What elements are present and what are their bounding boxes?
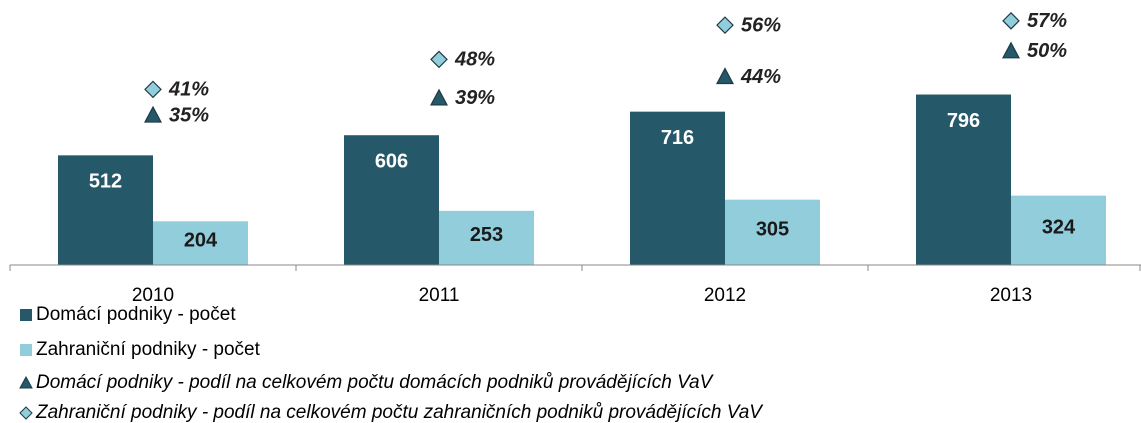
marker [430,50,448,69]
data-label: 39% [455,87,495,109]
marker [716,67,734,85]
data-label: 44% [740,66,781,88]
data-label: 48% [454,49,495,71]
bar [916,94,1011,265]
x-tick-label: 2012 [704,285,746,306]
x-tick-label: 2013 [990,285,1032,306]
data-label: 512 [89,171,122,193]
bar [58,155,153,265]
data-label: 57% [1027,10,1067,32]
marker [144,80,162,99]
data-label: 606 [375,150,408,172]
marker [716,16,734,34]
data-label: 50% [1027,40,1067,62]
bar [153,221,248,265]
marker [1002,41,1020,59]
data-label: 35% [169,104,209,126]
bar [344,135,439,265]
bar [630,111,725,265]
marker [1002,12,1020,30]
legend-label: Domácí podniky - počet [36,304,236,325]
legend-label: Domácí podniky - podíl na celkovém počtu… [36,372,715,393]
legend-label: Zahraniční podniky - počet [36,339,261,360]
data-label: 41% [168,79,209,101]
data-label: 324 [1042,217,1076,239]
data-label: 305 [756,219,789,241]
legend-swatch [19,375,33,389]
x-tick-label: 2011 [419,285,460,306]
data-label: 796 [947,110,980,132]
legend-label: Zahraniční podniky - podíl na celkovém p… [35,402,764,423]
data-label: 56% [741,14,781,36]
data-label: 204 [184,229,218,251]
bar [725,199,820,265]
x-tick-label: 2010 [132,285,174,306]
legend-swatch [20,309,32,321]
marker [144,105,162,123]
bar [1011,195,1106,265]
bar [439,210,534,265]
legend-swatch [19,406,33,420]
legend-swatch [20,344,32,356]
data-label: 716 [661,127,694,149]
marker [430,88,448,106]
data-label: 253 [470,224,503,246]
